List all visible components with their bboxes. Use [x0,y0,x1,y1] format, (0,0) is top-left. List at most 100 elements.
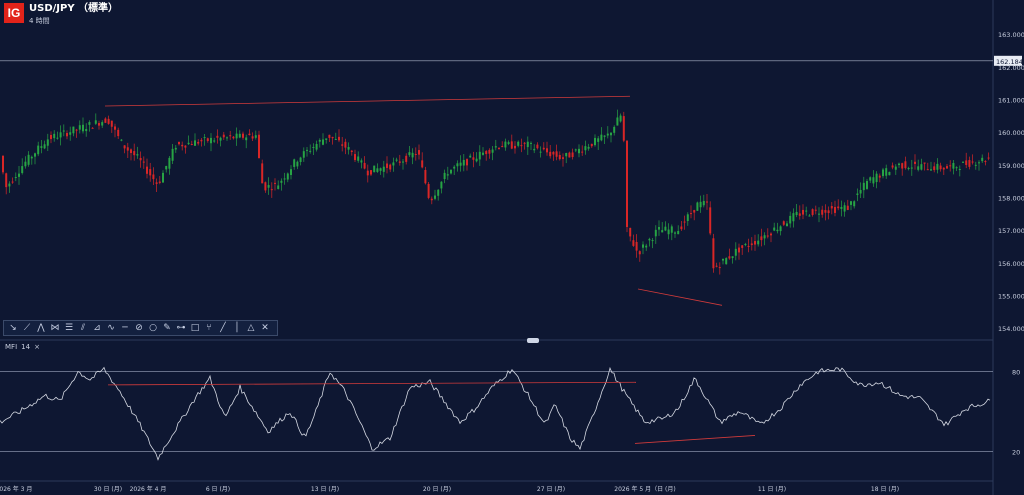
candle [840,207,843,209]
candle [773,227,776,231]
symbol-title[interactable]: USD/JPY （標準） [29,3,119,14]
candle [475,158,478,162]
candle [728,256,731,259]
ig-logo: IG [4,3,24,23]
channel-icon[interactable]: ☰ [64,323,74,333]
candle [722,258,724,261]
candle [411,152,414,158]
close-icon[interactable]: ✕ [261,323,269,333]
zigzag-icon[interactable]: ⋈ [50,323,60,333]
candle [891,165,894,168]
candle [222,134,225,138]
candle [696,202,699,211]
candle [11,181,14,183]
elliott-icon[interactable]: ∿ [107,323,115,333]
candle [507,142,510,144]
candle [875,173,878,183]
candle [56,137,59,139]
triangle-icon[interactable]: △ [247,323,255,333]
timeframe-label[interactable]: 4 時間 [29,17,50,25]
candle [126,147,129,151]
candle [968,160,971,167]
polyline-icon[interactable]: ⋀ [37,323,45,333]
candle [702,200,705,206]
horizontal-line-icon[interactable]: ─ [122,323,128,333]
candle [315,143,318,150]
circle-icon[interactable]: ○ [149,323,157,333]
candle [261,163,264,184]
price-tick-label: 158.000 [998,195,1024,203]
fibonacci-icon[interactable]: ⫽ [80,323,85,333]
pitchfork-icon[interactable]: ⑂ [206,323,212,333]
candle [75,129,78,131]
price-tick-label: 163.000 [998,31,1024,39]
ruler-icon[interactable]: ⊘ [135,323,143,333]
candle [235,133,238,139]
arrow-icon[interactable]: ↘ [9,323,17,333]
candle [715,265,718,267]
connector-icon[interactable]: ⊶ [176,323,186,333]
candle [645,245,648,248]
candle [62,130,65,132]
candle [178,142,180,145]
candle [219,137,222,141]
candle [798,213,801,216]
candle [731,256,734,259]
brush-icon[interactable]: ✎ [163,323,171,333]
candle [882,169,884,177]
candle [270,189,273,191]
candle [610,132,612,136]
candle [581,151,584,153]
candle [290,169,292,175]
candle [789,215,792,224]
candle [651,240,654,242]
candle [18,173,20,177]
trend-line-icon[interactable]: ⟋ [23,323,31,333]
mfi-period: 14 [21,343,31,351]
candle [78,125,81,130]
mfi-close-icon[interactable]: × [34,343,40,351]
candle [328,134,331,138]
candle [622,116,625,141]
candle [334,139,337,141]
candle [546,148,548,153]
rectangle-icon[interactable]: □ [190,323,200,333]
candle [523,142,526,144]
candle [408,152,411,156]
candle [757,240,760,245]
candle [981,157,984,162]
candle [53,133,56,139]
line-icon[interactable]: ╱ [220,323,226,333]
candle [216,135,219,138]
pane-resize-handle[interactable] [527,338,539,343]
candle [440,181,443,189]
candle [344,141,347,148]
candle [133,151,136,156]
candle [171,148,174,161]
candle [386,163,388,168]
candle [811,209,814,215]
candle [174,147,177,150]
candle [142,161,145,163]
candle [885,168,888,176]
candle [853,201,856,207]
candle [210,137,212,144]
candle [654,229,657,237]
candle [107,118,110,124]
candle [910,167,913,169]
mfi-trendline [634,435,756,444]
candle [926,169,929,171]
candle [187,142,190,145]
candle [347,146,350,150]
candle [750,243,753,246]
gann-icon[interactable]: ⊿ [93,323,101,333]
vertical-line-icon[interactable]: │ [234,323,240,333]
candle [533,148,536,151]
candle [258,134,260,159]
time-axis-label: 2026 年 5 月（日 (月) [614,485,675,493]
price-tick-label: 157.000 [998,227,1024,235]
candle [312,146,315,148]
candle [213,140,216,142]
candle [824,210,827,213]
